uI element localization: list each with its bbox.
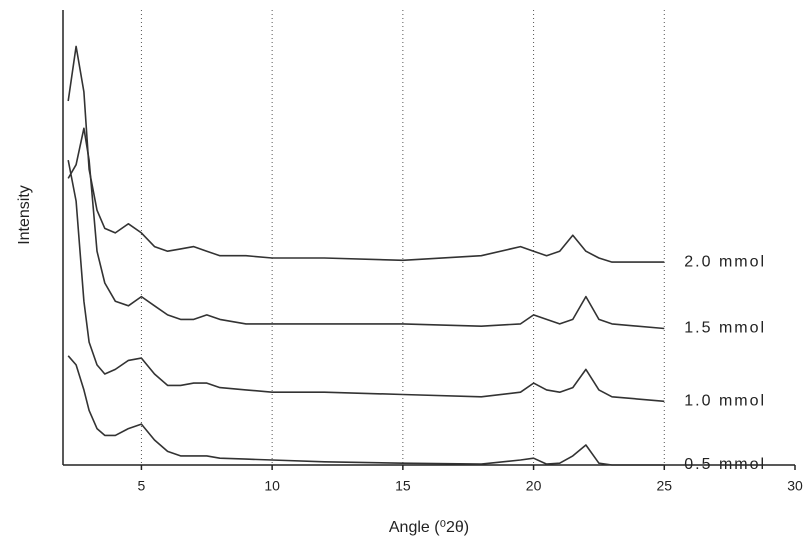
series-line: [67, 45, 665, 263]
series-label: 1.0 mmol: [684, 393, 766, 410]
x-tick-label: 5: [138, 478, 146, 494]
series-label: 2.0 mmol: [684, 253, 766, 270]
x-tick-label: 20: [526, 478, 542, 494]
series-label: 0.5 mmol: [684, 456, 766, 473]
x-axis-label: Angle (⁰2θ): [389, 519, 469, 536]
series-line: [67, 159, 665, 403]
x-tick-label: 15: [395, 478, 411, 494]
series-line: [67, 127, 665, 330]
series-line: [67, 355, 665, 466]
x-tick-label: 30: [787, 478, 803, 494]
y-axis-label: Intensity: [16, 185, 33, 245]
x-tick-label: 10: [264, 478, 280, 494]
x-tick-label: 25: [656, 478, 672, 494]
series-label: 1.5 mmol: [684, 320, 766, 337]
